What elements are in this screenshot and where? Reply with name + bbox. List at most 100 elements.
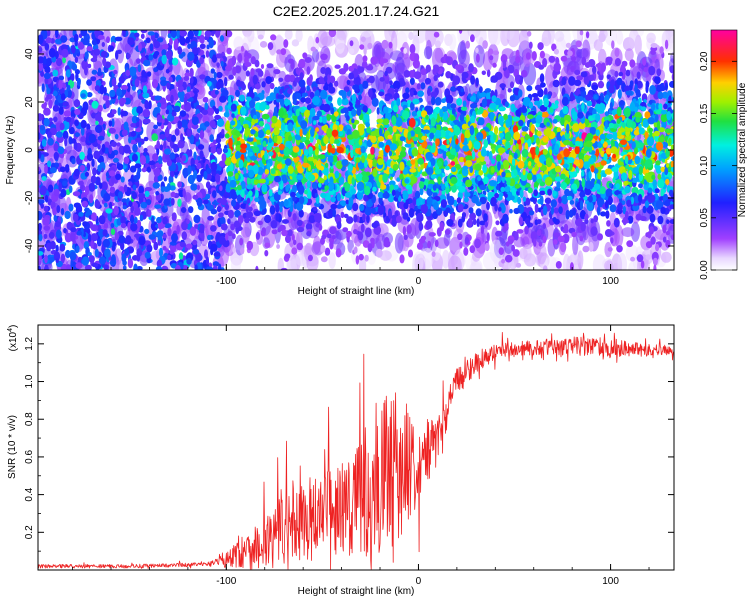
heatmap-cell [556, 127, 562, 133]
heatmap-cell [424, 77, 431, 85]
heatmap-cell [608, 182, 613, 188]
heatmap-cell [40, 185, 47, 196]
heatmap-cell [82, 221, 88, 227]
heatmap-cell [162, 43, 169, 50]
heatmap-cell [410, 101, 415, 111]
heatmap-cell [93, 150, 101, 160]
heatmap-cell [531, 51, 537, 61]
heatmap-cell [212, 261, 220, 267]
heatmap-cell [366, 127, 371, 134]
heatmap-cell [533, 96, 540, 102]
heatmap-cell [502, 159, 510, 170]
heatmap-cell [84, 171, 89, 177]
heatmap-cell [280, 267, 288, 270]
heatmap-cell [665, 239, 671, 248]
heatmap-cell [329, 226, 337, 235]
heatmap-cell [154, 51, 160, 56]
heatmap-cell [501, 259, 506, 264]
heatmap-cell [53, 142, 59, 152]
heatmap-cell [291, 234, 295, 241]
heatmap-cell [240, 45, 245, 52]
heatmap-cell [122, 265, 127, 270]
heatmap-cell [73, 141, 78, 150]
heatmap-cell [551, 137, 557, 145]
heatmap-cell [70, 232, 76, 242]
heatmap-cell [307, 254, 313, 262]
heatmap-cell [644, 131, 649, 140]
heatmap-cell [121, 198, 128, 203]
heatmap-cell [452, 75, 461, 85]
heatmap-cell [575, 217, 583, 227]
heatmap-cell [539, 73, 545, 84]
heatmap-cell [64, 164, 70, 173]
heatmap-cell [497, 175, 502, 184]
heatmap-cell [60, 253, 65, 264]
heatmap-cell [177, 46, 183, 55]
heatmap-cell [152, 153, 159, 162]
heatmap-cell [324, 67, 332, 78]
heatmap-blob [217, 35, 229, 54]
heatmap-blob [536, 243, 547, 265]
heatmap-cell [343, 86, 350, 92]
heatmap-cell [86, 209, 93, 217]
heatmap-blob [412, 30, 427, 44]
heatmap-cell [218, 105, 223, 112]
heatmap-blob [577, 250, 584, 270]
heatmap-cell [127, 221, 132, 232]
heatmap-cell [284, 253, 291, 259]
heatmap-cell [388, 150, 393, 157]
heatmap-cell [371, 207, 376, 214]
heatmap-cell [305, 223, 313, 230]
heatmap-cell [264, 242, 271, 248]
heatmap-cell [216, 147, 223, 155]
heatmap-cell [530, 231, 538, 241]
heatmap-cell [224, 76, 228, 87]
heatmap-cell [478, 117, 485, 126]
heatmap-cell [259, 101, 266, 112]
heatmap-blob [630, 221, 641, 242]
heatmap-cell [177, 120, 183, 129]
heatmap-cell [385, 111, 392, 121]
heatmap-blob [567, 254, 581, 266]
heatmap-cell [320, 89, 328, 100]
heatmap-cell [500, 54, 508, 64]
heatmap-cell [485, 91, 491, 101]
heatmap-cell [571, 55, 577, 62]
heatmap-cell [356, 190, 364, 201]
heatmap-cell [84, 51, 89, 60]
heatmap-cell [486, 201, 490, 211]
heatmap-cell [254, 189, 259, 199]
heatmap-cell [590, 226, 598, 237]
heatmap-cell [538, 241, 543, 247]
heatmap-cell [41, 138, 47, 147]
heatmap-cell [211, 54, 217, 63]
heatmap-cell [229, 179, 237, 188]
heatmap-cell [470, 75, 476, 85]
heatmap-cell [402, 226, 407, 236]
heatmap-cell [65, 249, 71, 259]
heatmap-cell [84, 264, 92, 270]
heatmap-cell [612, 132, 619, 140]
heatmap-cell [123, 144, 131, 154]
heatmap-cell [71, 44, 76, 54]
heatmap-cell [90, 224, 99, 232]
heatmap-cell [631, 186, 639, 195]
heatmap-cell [144, 187, 153, 192]
heatmap-cell [529, 274, 534, 279]
heatmap-cell [280, 200, 285, 207]
heatmap-blob [471, 250, 481, 262]
heatmap-cell [428, 232, 436, 237]
heatmap-cell [536, 219, 542, 225]
heatmap-cell [445, 71, 452, 79]
heatmap-cell [368, 75, 375, 84]
heatmap-cell [349, 40, 354, 47]
heatmap-blob [609, 211, 617, 234]
heatmap-cell [609, 204, 617, 213]
heatmap-cell [240, 180, 246, 190]
heatmap-cell [662, 224, 667, 234]
heatmap-cell [372, 159, 378, 168]
heatmap-cell [244, 217, 250, 224]
heatmap-cell [568, 146, 572, 152]
heatmap-cell [586, 100, 593, 107]
heatmap-cell [542, 265, 548, 270]
